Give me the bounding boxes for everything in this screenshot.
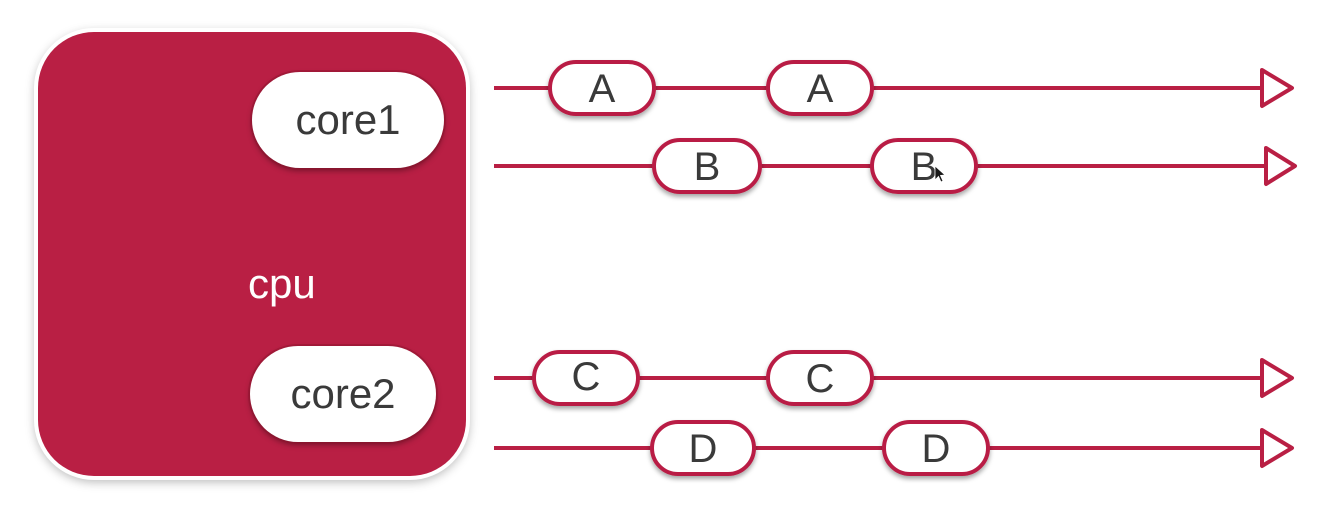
timeline-d-arrow	[1260, 428, 1294, 468]
task-label-c-2: C	[806, 357, 835, 401]
task-label-b-2: B	[911, 145, 938, 189]
core1-pill: core1	[252, 72, 444, 168]
timeline-c-arrow	[1260, 358, 1294, 398]
core2-pill: core2	[250, 346, 436, 442]
task-label-a-1: A	[589, 67, 616, 111]
core1-label: core1	[295, 96, 401, 143]
task-pill-c-2: C	[766, 350, 874, 406]
task-label-c-1: C	[572, 355, 601, 399]
task-pill-a-2: A	[766, 60, 874, 116]
task-pill-a-1: A	[548, 60, 656, 116]
task-pill-b-1: B	[652, 138, 762, 194]
task-pill-d-1: D	[650, 420, 756, 476]
timeline-c: C C	[494, 350, 1294, 406]
task-label-d-1: D	[689, 427, 718, 471]
timeline-a-arrow	[1260, 68, 1294, 108]
core2-label: core2	[290, 370, 396, 417]
timeline-b: B B	[494, 138, 1297, 194]
task-label-b-1: B	[694, 145, 721, 189]
task-label-d-2: D	[922, 427, 951, 471]
task-pill-c-1: C	[532, 350, 640, 406]
timeline-a: A A	[494, 60, 1294, 116]
task-pill-d-2: D	[882, 420, 990, 476]
task-label-a-2: A	[807, 67, 834, 111]
cpu-label: cpu	[248, 260, 316, 307]
mouse-cursor-icon	[934, 165, 946, 183]
task-pill-b-2: B	[870, 138, 978, 194]
timeline-d: D D	[494, 420, 1294, 476]
timeline-b-arrow	[1264, 146, 1297, 186]
